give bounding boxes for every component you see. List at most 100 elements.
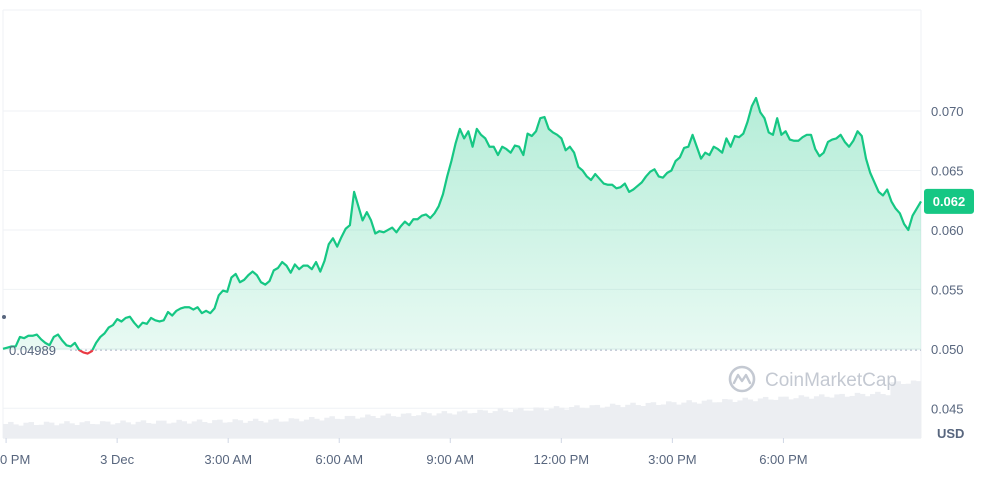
volume-bar [258,421,264,438]
volume-bar [421,412,427,438]
volume-bar [115,423,121,438]
volume-bar [309,416,315,438]
volume-bar [829,397,835,438]
volume-bar [324,417,330,438]
volume-bar [599,407,606,438]
volume-bar [834,394,840,438]
y-tick-label: 0.060 [931,223,964,238]
volume-bar [354,418,361,438]
volume-bar [711,402,718,438]
volume-bar [13,424,19,438]
volume-bar [757,398,764,438]
volume-bar [375,418,381,438]
volume-bar [400,413,407,438]
volume-bar [54,425,60,438]
volume-bar [426,413,432,438]
x-tick-label: 12:00 PM [533,452,589,467]
y-tick-label: 0.055 [931,282,964,297]
volume-bar [507,412,514,438]
volume-bar [79,422,85,438]
volume-bar [390,416,397,438]
volume-bar [135,421,142,438]
volume-bar [615,404,621,438]
volume-bar [18,425,24,438]
volume-bar [339,419,346,438]
volume-bar [635,405,641,438]
volume-bar [502,410,509,438]
volume-bar [676,404,682,438]
volume-bar [156,420,162,438]
volume-bar [94,424,101,438]
volume-bar [497,408,504,438]
volume-bar [701,400,708,438]
volume-bar [237,420,244,438]
volume-bar [201,422,208,438]
x-axis: 9:00 PM 3 Dec 3:00 AM 6:00 AM 9:00 AM 12:00 P… [0,438,808,467]
volume-bar [370,416,376,438]
baseline-marker [2,315,6,319]
volume-bar [212,420,218,438]
volume-bar [773,399,779,438]
watermark: CoinMarketCap [728,365,897,393]
volume-bar [48,422,55,438]
volume-bar [849,395,856,438]
volume-bar [120,420,126,438]
volume-bar [130,424,136,438]
volume-bar [217,419,223,438]
volume-bar [319,420,325,438]
volume-bar [686,400,692,438]
volume-bar [207,423,213,438]
volume-bar [854,392,861,438]
volume-bar [360,417,366,438]
watermark-text: CoinMarketCap [765,370,897,391]
volume-bar [263,422,269,438]
volume-bar [314,418,320,438]
volume-bar [140,420,147,438]
volume-bar [742,397,748,438]
x-tick-label: 3:00 AM [204,452,252,467]
volume-bar [482,410,488,438]
volume-bar [808,398,815,438]
volume-bar [365,414,371,438]
volume-bar [645,402,652,438]
volume-bar [446,413,453,438]
volume-bar [910,380,917,438]
volume-bar [416,415,422,438]
volume-bar [166,423,172,438]
volume-bar [99,421,106,438]
volume-bar [533,407,539,438]
volume-bar [620,407,626,438]
volume-bar [864,396,871,438]
volume-bar [268,419,274,438]
volume-bar [717,402,723,438]
volume-bar [671,402,677,438]
y-tick-label: 0.070 [931,104,964,119]
volume-bar [59,423,65,438]
volume-bar [288,418,295,438]
volume-bar [344,415,351,438]
volume-bar [839,393,845,438]
volume-bar [105,421,111,438]
volume-bar [609,403,616,438]
y-tick-label: 0.050 [931,342,964,357]
volume-bar [150,423,157,438]
volume-bar [574,405,580,438]
volume-bar [64,421,70,438]
volume-bar [171,422,177,438]
volume-bar [492,411,499,438]
volume-bar [630,402,636,438]
volume-bar [467,413,473,438]
volume-bar [666,401,672,438]
volume-bar [242,422,249,438]
volume-bar [875,391,881,438]
volume-bar [538,407,544,438]
volume-bar [518,407,524,438]
volume-bar [579,407,585,438]
volume-bar [859,393,866,438]
volume-bar [222,422,228,438]
volume-bar [8,421,14,438]
volume-bar [28,422,34,438]
volume-bar [905,383,912,438]
volume-bar [196,419,203,438]
